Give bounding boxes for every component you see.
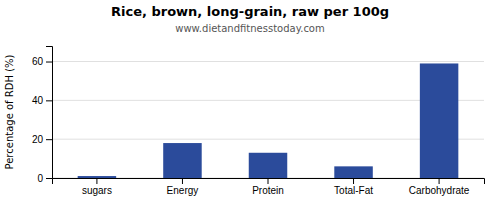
axis-line (53, 179, 485, 185)
tick-label: Total-Fat (334, 185, 373, 196)
grid-line (52, 61, 484, 62)
tick: Protein (252, 178, 284, 196)
tick-label: Carbohydrate (409, 185, 470, 196)
bars (78, 63, 459, 178)
x-axis: sugars Energy Protein Total-Fat Carbohydrate (53, 178, 485, 196)
grid-line (52, 139, 484, 140)
bar (420, 63, 458, 178)
tick-mark (46, 139, 52, 140)
tick: 20 (32, 134, 52, 145)
tick-label: Energy (167, 185, 199, 196)
title: Rice, brown, long-grain, raw per 100g (111, 4, 389, 19)
tick-label: 20 (32, 134, 44, 145)
chart-svg: Rice, brown, long-grain, raw per 100g www… (0, 0, 500, 200)
bar (163, 143, 201, 178)
tick: Carbohydrate (409, 178, 470, 196)
tick-label: Protein (252, 185, 284, 196)
tick: sugars (82, 178, 112, 196)
tick: Total-Fat (334, 178, 373, 196)
tick-mark (46, 178, 52, 179)
grid-line (52, 100, 484, 101)
tick-mark (46, 100, 52, 101)
tick-mark (46, 62, 52, 63)
tick: 40 (32, 95, 52, 106)
tick: 0 (37, 173, 52, 184)
tick: 60 (32, 56, 52, 67)
bar (78, 176, 116, 178)
tick-mark (182, 178, 183, 184)
tick-label: 40 (32, 95, 44, 106)
tick: Energy (167, 178, 199, 196)
plot: 0 20 40 60 sugars Energy Protein Total-Fat Carbo… (32, 47, 485, 197)
tick-mark (268, 178, 269, 184)
grid (52, 62, 484, 178)
tick-mark (96, 178, 97, 184)
tick-mark (353, 178, 354, 184)
y-axis: 0 20 40 60 (32, 47, 53, 184)
y-axis-title: Percentage of RDH (%) (4, 54, 15, 169)
tick-label: 0 (37, 173, 43, 184)
subtitle: www.dietandfitnesstoday.com (175, 23, 324, 34)
tick-mark (439, 178, 440, 184)
bar (249, 153, 287, 178)
tick-label: sugars (82, 185, 112, 196)
axis-line (46, 47, 53, 179)
tick-label: 60 (32, 56, 44, 67)
bar (334, 166, 372, 178)
chart-container: Rice, brown, long-grain, raw per 100g www… (0, 0, 500, 200)
